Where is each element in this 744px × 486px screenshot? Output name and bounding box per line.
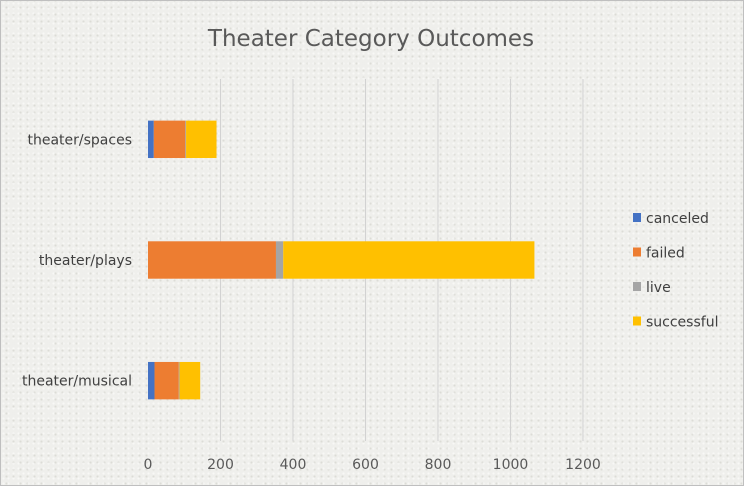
x-tick-label: 200: [207, 457, 234, 473]
category-label: theater/spaces: [28, 132, 133, 148]
legend-swatch-successful: [633, 316, 641, 326]
bar-live-2: [178, 361, 180, 400]
bar-successful-0: [186, 120, 217, 159]
legend-label: failed: [646, 246, 685, 262]
legend-label: successful: [646, 315, 718, 331]
legend-swatch-failed: [633, 247, 641, 257]
chart-title: Theater Category Outcomes: [207, 26, 534, 52]
legend-label: live: [646, 280, 671, 296]
legend-swatch-live: [633, 282, 641, 291]
x-tick-label: 0: [144, 457, 153, 473]
bar-failed-2: [154, 361, 179, 400]
bar-canceled-0: [148, 120, 154, 159]
category-label: theater/plays: [39, 253, 132, 269]
x-tick-label: 1000: [493, 457, 529, 473]
x-tick-label: 1200: [565, 457, 601, 473]
bar-successful-1: [283, 241, 535, 279]
x-tick-label: 400: [280, 457, 307, 473]
legend-swatch-canceled: [633, 213, 641, 222]
category-label: theater/musical: [22, 374, 132, 390]
bar-live-0: [185, 120, 187, 159]
bars: [148, 120, 535, 400]
category-labels: theater/spaces theater/plays theater/music…: [22, 132, 132, 389]
bar-failed-0: [153, 120, 186, 159]
x-tick-label: 600: [352, 457, 379, 473]
bar-live-1: [275, 241, 284, 279]
x-axis-tick-labels: 0 200 400 600 800 1000 1200: [144, 457, 601, 473]
bar-successful-2: [179, 361, 201, 400]
legend-label: canceled: [646, 211, 709, 227]
bar-canceled-2: [148, 361, 155, 400]
legend: canceled failed live successful: [633, 211, 718, 331]
bar-failed-1: [148, 241, 276, 279]
x-tick-label: 800: [425, 457, 452, 473]
